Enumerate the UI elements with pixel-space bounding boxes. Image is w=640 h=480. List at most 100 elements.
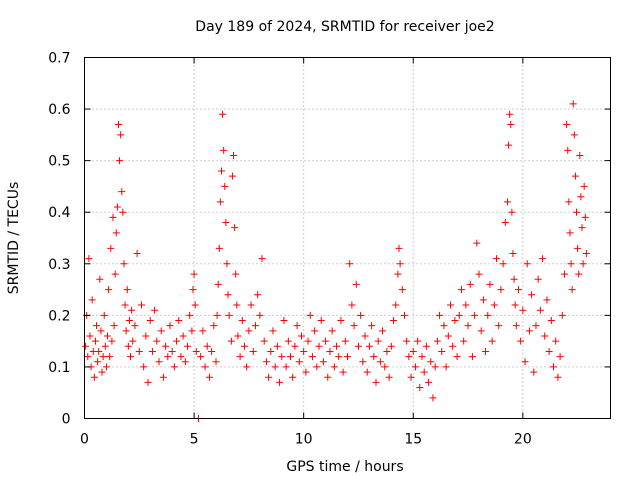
y-tick-label: 0.4	[48, 205, 70, 221]
data-point	[348, 301, 356, 309]
data-point	[179, 332, 187, 340]
data-point	[512, 322, 520, 330]
data-point	[230, 151, 238, 159]
data-point	[405, 353, 413, 361]
data-point	[102, 363, 110, 371]
data-point	[357, 311, 365, 319]
data-point	[123, 286, 131, 294]
data-point	[88, 296, 96, 304]
plot-frame	[84, 57, 611, 419]
data-point	[245, 327, 253, 335]
data-point	[556, 353, 564, 361]
data-point	[219, 110, 227, 118]
data-point	[510, 275, 518, 283]
data-point	[429, 394, 437, 402]
data-point	[236, 353, 244, 361]
x-tick-label: 15	[404, 432, 422, 448]
data-point	[203, 342, 211, 350]
data-point	[189, 286, 197, 294]
data-point	[191, 301, 199, 309]
data-point	[344, 353, 351, 361]
data-point	[479, 296, 487, 304]
axis-ticks	[84, 57, 611, 419]
data-point	[181, 358, 189, 366]
data-point	[302, 368, 310, 376]
x-axis-label: GPS time / hours	[286, 459, 403, 475]
data-point	[260, 337, 268, 345]
data-point	[110, 322, 118, 330]
data-point	[407, 373, 415, 381]
data-point	[128, 306, 136, 314]
data-point	[579, 260, 587, 268]
data-point	[523, 260, 531, 268]
data-point	[82, 342, 90, 350]
data-point	[440, 322, 448, 330]
data-point	[508, 208, 516, 216]
data-point	[155, 358, 163, 366]
data-point	[222, 219, 230, 227]
data-point	[484, 311, 492, 319]
data-point	[217, 167, 225, 175]
data-point	[95, 347, 103, 355]
data-point	[558, 311, 566, 319]
data-point	[120, 260, 128, 268]
data-point	[98, 368, 106, 376]
data-point	[438, 347, 446, 355]
data-point	[444, 332, 452, 340]
data-point	[247, 301, 255, 309]
data-point	[311, 327, 319, 335]
data-point	[124, 342, 132, 350]
data-point	[392, 301, 400, 309]
data-point	[227, 337, 235, 345]
chart-title: Day 189 of 2024, SRMTID for receiver joe…	[195, 19, 494, 35]
data-point	[453, 353, 461, 361]
y-tick-label: 0.7	[48, 51, 70, 67]
x-tick-label: 10	[295, 432, 313, 448]
data-point	[376, 358, 384, 366]
data-point	[581, 213, 589, 221]
data-point	[509, 249, 517, 257]
data-point	[346, 260, 354, 268]
data-point	[466, 280, 474, 288]
data-point	[233, 301, 241, 309]
data-point	[221, 182, 229, 190]
data-point	[159, 373, 167, 381]
data-point	[506, 110, 514, 118]
data-point	[335, 353, 343, 361]
data-point	[170, 363, 178, 371]
data-point	[543, 296, 551, 304]
data-point	[129, 337, 137, 345]
data-point	[243, 363, 251, 371]
data-point	[289, 373, 297, 381]
data-point	[464, 322, 472, 330]
data-point	[125, 317, 133, 325]
data-point	[411, 363, 419, 371]
data-point	[547, 317, 555, 325]
data-point	[276, 378, 284, 386]
data-point	[168, 347, 176, 355]
data-point	[425, 378, 433, 386]
data-point	[385, 373, 393, 381]
x-tick-labels: 0 5 10 15 20	[80, 432, 532, 448]
data-point	[122, 327, 130, 335]
data-point	[507, 121, 515, 129]
data-point	[127, 353, 135, 361]
data-point	[457, 286, 465, 294]
data-point	[254, 291, 262, 299]
data-point	[137, 301, 145, 309]
data-point	[166, 322, 174, 330]
data-point	[251, 322, 259, 330]
data-point	[306, 311, 314, 319]
data-point	[525, 327, 533, 335]
data-point	[337, 317, 345, 325]
data-point	[151, 306, 159, 314]
data-point	[455, 311, 463, 319]
data-point	[148, 347, 156, 355]
data-point	[210, 322, 218, 330]
data-point	[431, 363, 439, 371]
data-point	[374, 337, 382, 345]
data-point	[293, 322, 301, 330]
y-tick-label: 0	[62, 412, 71, 428]
data-point	[201, 363, 209, 371]
